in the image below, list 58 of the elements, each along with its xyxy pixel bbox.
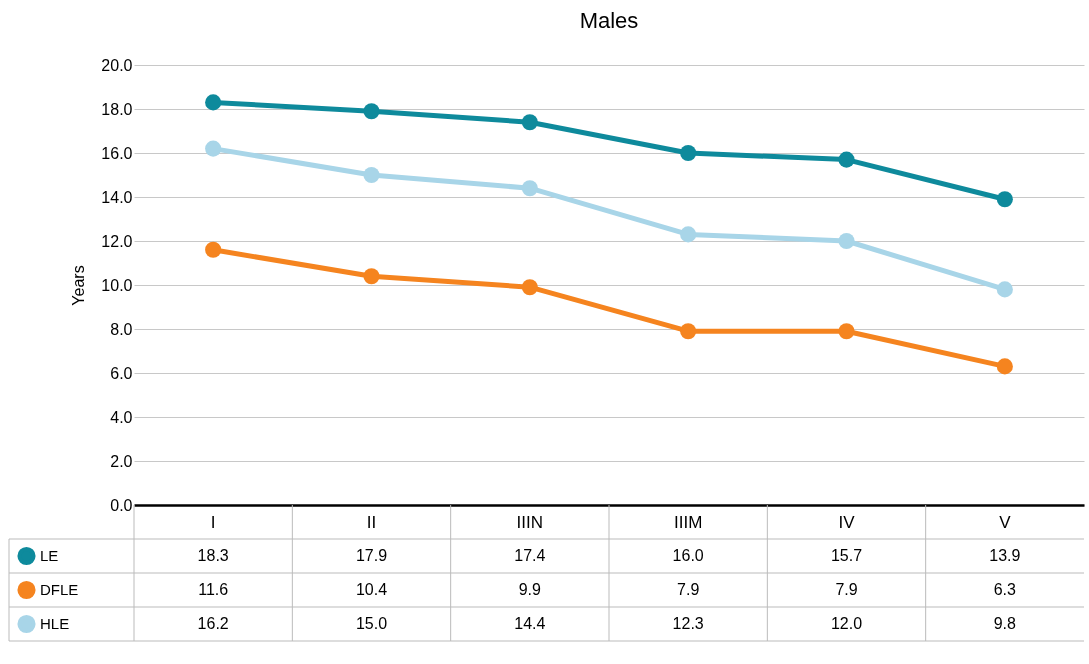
y-tick-label: 2.0 (110, 452, 133, 470)
y-tick-label: 0.0 (110, 496, 133, 514)
data-label: 11.6 (198, 581, 229, 598)
point (838, 323, 855, 340)
point (205, 94, 222, 111)
y-tick-label: 14.0 (101, 188, 133, 206)
y-tick-label: 8.0 (110, 320, 133, 338)
y-tick-label: 18.0 (101, 100, 133, 118)
data-label: 16.0 (672, 547, 704, 564)
y-axis-title: Years (70, 265, 88, 306)
point (363, 103, 380, 120)
legend-label: DFLE (40, 581, 79, 598)
point (521, 114, 538, 131)
point (521, 279, 538, 296)
point (996, 358, 1013, 375)
data-label: 14.4 (514, 615, 546, 632)
point (363, 268, 380, 285)
data-label: 15.7 (830, 547, 863, 564)
data-label: 17.9 (355, 547, 388, 564)
y-tick-label: 4.0 (110, 408, 133, 426)
data-label: 12.0 (830, 615, 863, 632)
x-tick-label: IIIM (673, 512, 703, 532)
point (838, 232, 855, 250)
data-label: 15.0 (355, 615, 388, 632)
point (205, 140, 222, 157)
y-tick-label: 20.0 (101, 56, 133, 74)
y-tick-label: 16.0 (101, 144, 133, 162)
x-tick-label: IV (838, 512, 856, 532)
x-tick-label: IIIN (516, 512, 544, 532)
data-label: 6.3 (993, 581, 1017, 598)
data-label: 12.3 (672, 615, 704, 632)
data-label: 17.4 (514, 547, 546, 564)
point (838, 151, 855, 168)
legend-label: LE (40, 547, 59, 564)
point (996, 191, 1013, 208)
x-tick-label: V (999, 512, 1012, 532)
point (680, 226, 697, 243)
point (996, 281, 1013, 298)
point (363, 166, 380, 184)
data-label: 7.9 (835, 581, 858, 598)
y-tick-label: 10.0 (101, 276, 133, 294)
point (680, 323, 697, 340)
data-label: 16.2 (197, 615, 229, 632)
point (205, 241, 222, 258)
point (521, 180, 538, 197)
data-label: 9.9 (518, 581, 542, 598)
chart-title: Males (579, 8, 639, 33)
data-label: 10.4 (355, 581, 388, 598)
x-tick-label: II (366, 512, 377, 532)
y-tick-label: 12.0 (101, 232, 133, 250)
y-tick-label: 6.0 (110, 364, 133, 382)
point (680, 144, 697, 162)
legend-label: HLE (40, 615, 70, 632)
data-label: 18.3 (197, 547, 229, 564)
data-label: 13.9 (989, 547, 1021, 564)
x-tick-label: I (210, 512, 216, 532)
data-label: 7.9 (677, 581, 700, 598)
data-label: 9.8 (993, 615, 1017, 632)
